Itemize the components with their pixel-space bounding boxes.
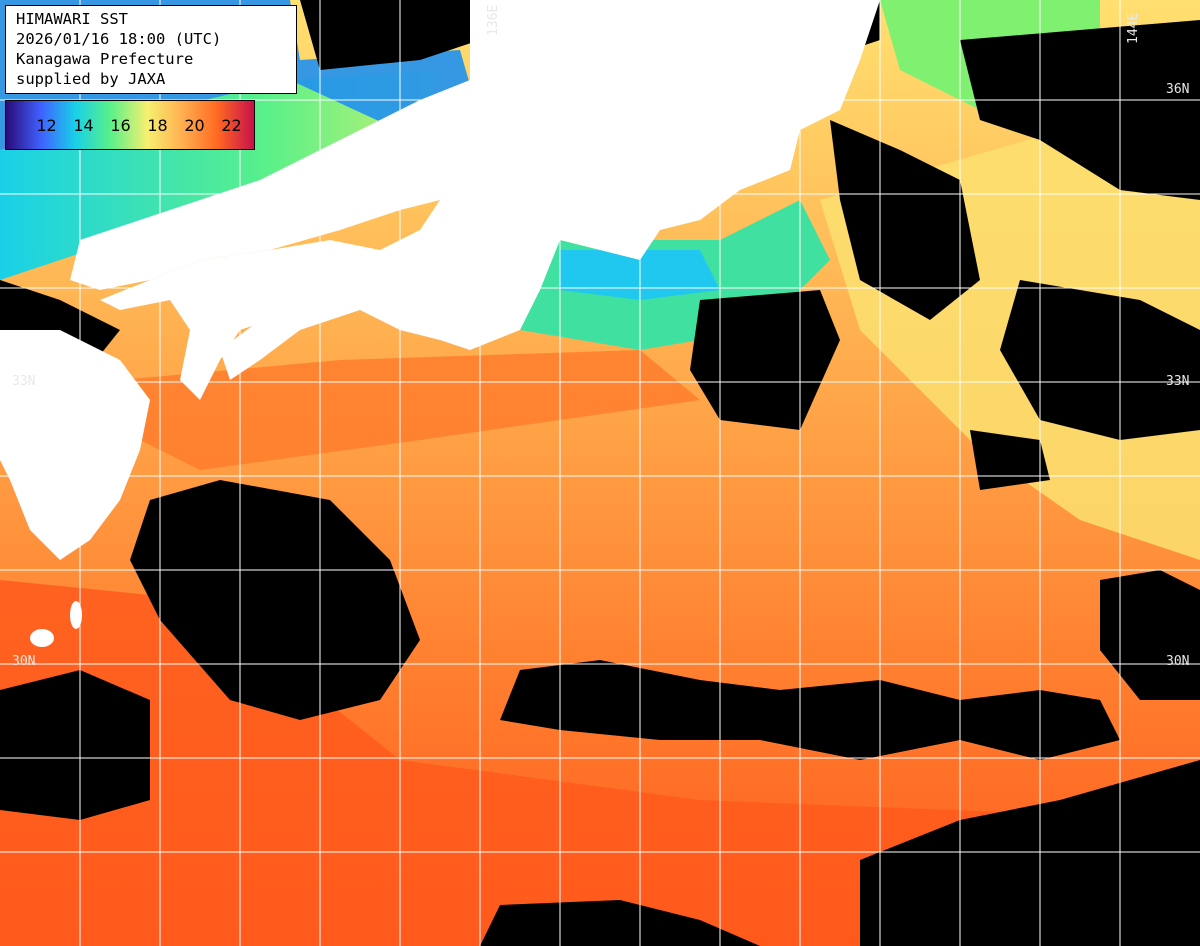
info-box: HIMAWARI SST 2026/01/16 18:00 (UTC) Kana… (5, 5, 297, 94)
color-legend: 12 14 16 18 20 22 (5, 100, 255, 150)
legend-ticks: 12 14 16 18 20 22 (6, 101, 254, 149)
legend-tick: 22 (221, 115, 242, 135)
lat-label-30n-left: 30N (12, 654, 36, 669)
legend-tick: 16 (110, 115, 131, 135)
legend-tick: 18 (147, 115, 168, 135)
legend-tick: 14 (73, 115, 94, 135)
legend-tick: 20 (184, 115, 205, 135)
lat-label-33n-left: 33N (12, 374, 36, 389)
legend-tick: 12 (36, 115, 57, 135)
lat-label-36n: 36N (1166, 82, 1190, 97)
provider-line: Kanagawa Prefecture (16, 50, 194, 68)
timestamp: 2026/01/16 18:00 (UTC) (16, 30, 222, 48)
warm-water-north-region (120, 350, 700, 470)
lon-label-136e: 136E (486, 4, 501, 36)
supplier-line: supplied by JAXA (16, 70, 166, 88)
lat-label-33n-right: 33N (1166, 374, 1190, 389)
product-title: HIMAWARI SST (16, 10, 128, 28)
lat-label-30n-right: 30N (1166, 654, 1190, 669)
legend-colorbar (6, 101, 254, 149)
lon-label-144e: 144E (1126, 12, 1141, 44)
